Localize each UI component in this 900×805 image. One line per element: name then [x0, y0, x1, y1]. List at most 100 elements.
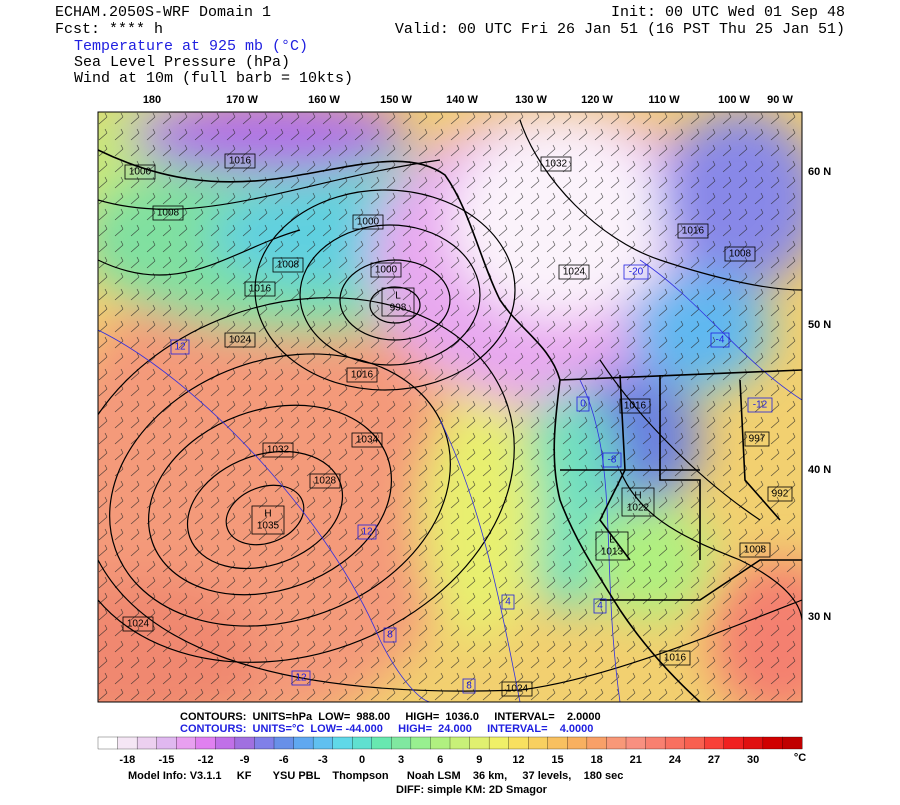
colorbar-label: 18	[591, 754, 603, 766]
colorbar-label: -3	[318, 754, 328, 766]
isobar-label-box	[244, 281, 276, 297]
map-field	[98, 112, 802, 702]
colorbar-swatch	[293, 736, 314, 750]
colorbar-swatch	[430, 736, 451, 750]
colorbar-swatch	[782, 736, 803, 750]
colorbar-swatch	[312, 736, 334, 750]
latitude-label: 30 N	[808, 611, 831, 623]
isobar-label-box	[346, 367, 378, 383]
isobar-label: 1016	[682, 226, 705, 237]
isobar-label: 1016	[664, 653, 687, 664]
pressure-center-box	[381, 287, 415, 317]
isobar-label-box	[224, 153, 256, 169]
isobar-label: 1016	[249, 284, 272, 295]
colorbar-swatch	[254, 736, 275, 750]
latitude-label: 40 N	[808, 464, 831, 476]
colorbar-swatch	[508, 736, 529, 750]
colorbar-swatch	[117, 736, 138, 750]
colorbar-label: 30	[747, 754, 759, 766]
colorbar-swatch	[176, 736, 197, 750]
isotherm-label-box	[576, 396, 590, 412]
colorbar-swatch	[234, 736, 255, 750]
isobar-label: 1024	[229, 335, 252, 346]
isobar-label-box	[619, 398, 651, 414]
colorbar-swatch	[586, 736, 607, 750]
colorbar-swatch	[449, 736, 471, 750]
colorbar-label: 21	[630, 754, 642, 766]
isotherm-label-box	[602, 452, 622, 468]
temp-contour-info: CONTOURS: UNITS=°C LOW= -44.000 HIGH= 24…	[180, 723, 593, 735]
isobar-label: 1000	[357, 217, 380, 228]
isotherm-label-box	[710, 332, 730, 348]
colorbar-label: 15	[551, 754, 563, 766]
colorbar-swatch	[684, 736, 705, 750]
isobar-label: 1000	[375, 265, 398, 276]
pressure-center-kind: H	[264, 509, 271, 520]
isobar-label-box	[540, 156, 572, 172]
field-label: Temperature at 925 mb (°C)	[74, 38, 308, 55]
pressure-center-value: 1013	[601, 547, 624, 558]
isobar-label-box	[501, 681, 533, 697]
isotherm-label: -8	[608, 455, 617, 466]
isobar-label: 1024	[563, 267, 586, 278]
pressure-center-box	[251, 505, 285, 535]
longitude-label: 120 W	[581, 94, 613, 106]
isobar-label: 1028	[314, 476, 337, 487]
longitude-label: 150 W	[380, 94, 412, 106]
isobar-label: 1024	[127, 619, 150, 630]
colorbar-label: 6	[437, 754, 443, 766]
pressure-center-kind: L	[395, 291, 401, 302]
colorbar-swatch	[528, 736, 549, 750]
isotherm-label: 4	[505, 597, 511, 608]
colorbar-swatch	[645, 736, 666, 750]
pressure-center-kind: H	[634, 491, 641, 502]
isobar-label-box	[224, 332, 256, 348]
isobar-label-box	[272, 257, 304, 273]
colorbar-swatch	[704, 736, 725, 750]
isobar-label: 1000	[129, 167, 152, 178]
colorbar-swatch	[332, 736, 353, 750]
pressure-center-value: 998	[390, 303, 407, 314]
isotherm-label-box	[170, 339, 190, 355]
colorbar-unit: °C	[794, 752, 806, 764]
isobar-label: 1016	[624, 401, 647, 412]
latitude-label: 60 N	[808, 166, 831, 178]
map-frame	[97, 111, 803, 703]
colorbar-swatch	[136, 736, 158, 750]
isotherm-label: -12	[753, 400, 768, 411]
colorbar-swatch	[743, 736, 764, 750]
colorbar-label: 24	[669, 754, 682, 766]
latitude-label: 50 N	[808, 319, 831, 331]
colorbar-label: -15	[158, 754, 174, 766]
colorbar-label: 0	[359, 754, 365, 766]
isotherm-label: 8	[466, 681, 472, 692]
colorbar-swatch	[371, 736, 392, 750]
longitude-label: 130 W	[515, 94, 547, 106]
colorbar-swatch	[215, 736, 236, 750]
isobar-label-box	[558, 264, 590, 280]
longitude-label: 160 W	[308, 94, 340, 106]
slp-contour-info: CONTOURS: UNITS=hPa LOW= 988.00 HIGH= 10…	[180, 711, 601, 723]
colorbar-swatch	[410, 736, 431, 750]
isobar-label: 1016	[229, 156, 252, 167]
isotherm-label: 12	[295, 673, 307, 684]
isobar-label-box	[262, 442, 294, 458]
isobar-label: 1008	[277, 260, 300, 271]
colorbar-swatch	[352, 736, 373, 750]
isobar-label-box	[677, 223, 709, 239]
isobar-label-box	[767, 486, 793, 502]
isobar-label: 992	[772, 489, 789, 500]
isotherm-label-box	[501, 594, 515, 610]
colorbar-swatch	[606, 736, 627, 750]
field-label: Wind at 10m (full barb = 10kts)	[74, 70, 353, 87]
isobar-label: 1008	[729, 249, 752, 260]
isotherm-label: 0	[580, 399, 586, 410]
colorbar-label: -6	[279, 754, 289, 766]
isobar-label-box	[152, 205, 184, 221]
field-label: Sea Level Pressure (hPa)	[74, 54, 290, 71]
colorbar-label: 9	[476, 754, 482, 766]
isotherm-label-box	[747, 397, 773, 413]
colorbar-swatch	[723, 736, 744, 750]
isobar-label: 1024	[506, 684, 529, 695]
isotherm-label-box	[291, 670, 311, 686]
